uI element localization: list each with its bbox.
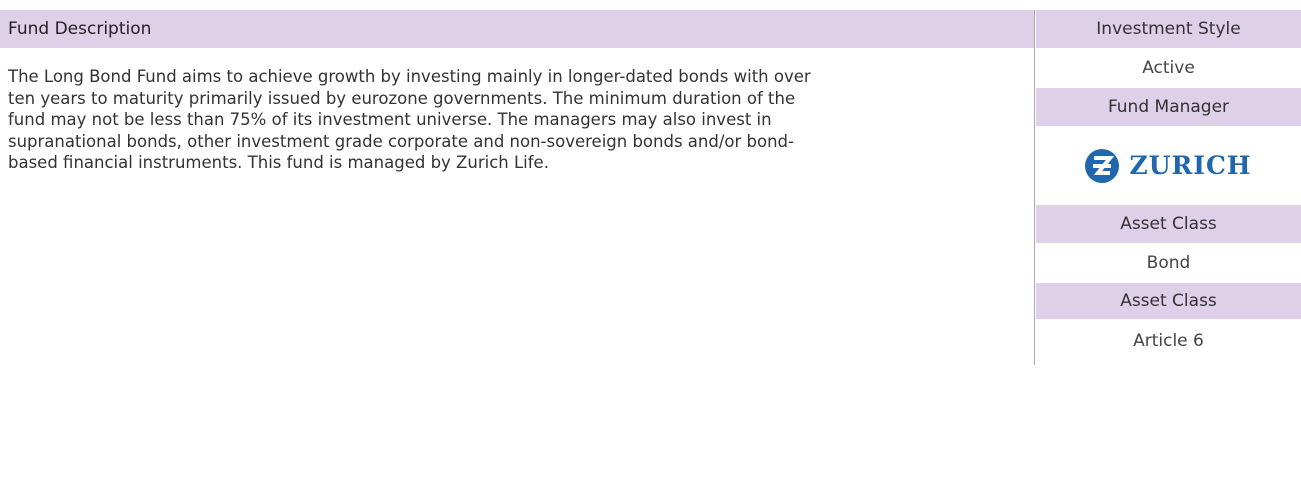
value: Bond	[1146, 253, 1191, 273]
label: Asset Class	[1036, 283, 1301, 319]
label: Investment Style	[1036, 10, 1301, 48]
value: Article 6	[1133, 331, 1204, 351]
divider	[1034, 10, 1035, 365]
heading: Fund Description	[0, 10, 1034, 48]
logo: ZURICH	[1036, 126, 1301, 205]
description-text: The Long Bond Fund aims to achieve growt…	[8, 67, 811, 172]
logo-text: ZURICH	[1129, 151, 1252, 180]
logo-icon	[1085, 148, 1120, 183]
label: Asset Class	[1036, 205, 1301, 243]
description-panel: Fund Description The Long Bond Fund aims…	[0, 10, 1034, 174]
sidebar: Investment Style Active Fund Manager ZUR…	[1036, 10, 1301, 363]
label: Fund Manager	[1036, 88, 1301, 126]
value: Active	[1142, 58, 1195, 78]
